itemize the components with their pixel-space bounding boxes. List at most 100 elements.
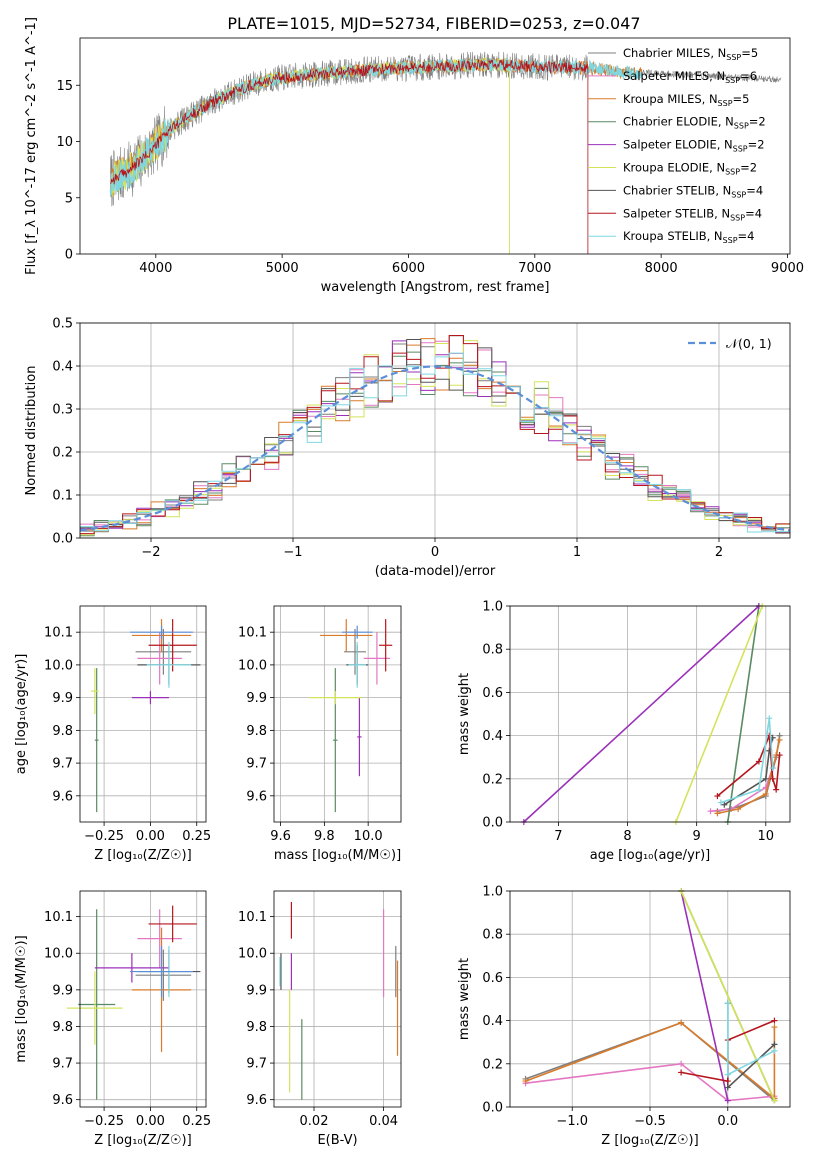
x-tick-label: 9000 (771, 261, 804, 276)
y-axis-label: Flux [f_λ 10^-17 erg cm^-2 s^-1 A^-1] (24, 17, 39, 275)
plot-area (309, 619, 393, 813)
y-axis-label: mass [log₁₀(M/M☉)] (14, 935, 29, 1062)
x-axis-label: wavelength [Angstrom, rest frame] (321, 280, 550, 295)
y-tick-label: 0.2 (482, 772, 503, 787)
x-axis-label: mass [log₁₀(M/M☉)] (274, 848, 401, 863)
y-tick-label: 0.6 (482, 971, 503, 986)
plot-area (109, 51, 782, 254)
y-tick-label: 0.3 (52, 403, 73, 418)
y-tick-label: 10.1 (238, 910, 267, 925)
panel-mass-vs-Z: −0.25 0.00 0.25 9.6 9.7 9.8 9.9 10.0 10.1 Z [log₁… (14, 890, 211, 1148)
weight-marker (771, 1047, 778, 1054)
weight-marker (755, 758, 762, 765)
y-tick-label: 10.0 (44, 658, 73, 673)
weight-marker (721, 801, 728, 808)
weight-marker (762, 790, 769, 797)
legend-entry: Kroupa ELODIE, NSSP=2 (623, 161, 757, 177)
x-tick-label: 0.0 (717, 1114, 738, 1129)
weight-marker (755, 786, 762, 793)
weight-marker (769, 775, 776, 782)
plot-area (79, 335, 791, 537)
y-tick-label: 9.7 (246, 1057, 267, 1072)
y-tick-label: 10 (56, 135, 73, 150)
model-spectrum (109, 57, 510, 254)
y-tick-label: 0.0 (482, 1101, 503, 1116)
weight-marker (771, 1024, 778, 1031)
y-axis-label: mass weight (457, 958, 472, 1040)
weight-marker (724, 1000, 731, 1007)
x-tick-label: 9.8 (314, 829, 335, 844)
y-tick-label: 9.9 (246, 983, 267, 998)
x-tick-label: −2 (141, 545, 160, 560)
weight-marker (771, 1097, 778, 1104)
y-tick-label: 0.8 (482, 928, 503, 943)
weight-series (726, 1003, 775, 1090)
axes-frame (273, 605, 402, 823)
y-tick-label: 0.2 (482, 1057, 503, 1072)
x-tick-label: −0.25 (84, 1114, 124, 1129)
y-tick-label: 10.1 (44, 626, 73, 641)
model-spectrum (109, 57, 643, 198)
weight-series (727, 605, 760, 823)
weight-marker (678, 1019, 685, 1026)
weight-marker (771, 1041, 778, 1048)
x-tick-label: 8000 (645, 261, 678, 276)
y-tick-label: 9.8 (246, 1020, 267, 1035)
y-tick-label: 9.9 (246, 691, 267, 706)
panel-mass-weight-vs-Z: −1.0 −0.5 0.0 0.0 0.2 0.4 0.6 0.8 1.0 Z [log₁₀(Z/… (457, 885, 791, 1148)
weight-marker (678, 1060, 685, 1067)
y-tick-label: 9.9 (52, 691, 73, 706)
x-axis-label: Z [log₁₀(Z/Z☉)] (601, 1133, 698, 1148)
y-tick-label: 10.1 (238, 626, 267, 641)
legend: Chabrier MILES, NSSP=5 Salpeter MILES, NS… (588, 46, 766, 245)
y-tick-label: 5 (65, 191, 73, 206)
x-tick-label: 9 (693, 829, 701, 844)
x-tick-label: 8 (623, 829, 631, 844)
x-tick-label: 6000 (392, 261, 425, 276)
x-tick-label: −0.5 (634, 1114, 666, 1129)
weight-marker (773, 786, 780, 793)
y-tick-label: 0.4 (482, 1014, 503, 1029)
weight-marker (766, 715, 773, 722)
y-tick-label: 1.0 (482, 885, 503, 900)
axes-frame (79, 605, 207, 823)
y-tick-label: 0.0 (482, 816, 503, 831)
weight-marker (724, 1078, 731, 1085)
x-tick-label: 0.02 (300, 1114, 329, 1129)
y-tick-label: 1.0 (482, 600, 503, 615)
y-tick-label: 0.2 (52, 446, 73, 461)
weight-series (710, 767, 774, 812)
x-tick-label: −0.25 (84, 829, 124, 844)
panel-spectrum: Chabrier MILES, NSSP=5 Salpeter MILES, NS… (24, 17, 804, 295)
legend-entry: Chabrier MILES, NSSP=5 (623, 46, 758, 62)
weight-marker (776, 736, 783, 743)
y-tick-label: 9.6 (52, 789, 73, 804)
histogram-series (80, 339, 790, 533)
y-tick-label: 0.4 (482, 729, 503, 744)
x-tick-label: 2 (715, 545, 723, 560)
x-tick-label: 0.00 (136, 1114, 165, 1129)
weight-series (720, 718, 774, 804)
x-tick-label: 9.6 (270, 829, 291, 844)
x-axis-label: E(B-V) (317, 1133, 357, 1148)
weight-marker (724, 1071, 731, 1078)
y-tick-label: 0.0 (52, 532, 73, 547)
y-tick-label: 9.7 (246, 757, 267, 772)
y-tick-label: 0.6 (482, 686, 503, 701)
y-tick-label: 10.0 (238, 947, 267, 962)
y-tick-label: 9.7 (52, 757, 73, 772)
weight-series (680, 890, 729, 1101)
weight-marker (724, 1084, 731, 1091)
weight-series (680, 890, 776, 1101)
plot-area (520, 603, 783, 825)
y-tick-label: 10.0 (238, 658, 267, 673)
panel-residuals: 𝒩(0, 1) −2 −1 0 1 2 0.0 0.1 0.2 0.3 0.4 0.5 (data-mo… (24, 317, 791, 579)
x-tick-label: 7000 (518, 261, 551, 276)
weight-series (523, 605, 760, 823)
panel-mass-weight-vs-age: 7 8 9 10 0.0 0.2 0.4 0.6 0.8 1.0 age [log₁₀(age/yr… (457, 600, 791, 863)
y-tick-label: 9.6 (246, 1093, 267, 1108)
legend-entry: Kroupa STELIB, NSSP=4 (623, 229, 754, 245)
y-tick-label: 0.5 (52, 317, 73, 332)
x-axis-label: Z [log₁₀(Z/Z☉)] (94, 1133, 191, 1148)
